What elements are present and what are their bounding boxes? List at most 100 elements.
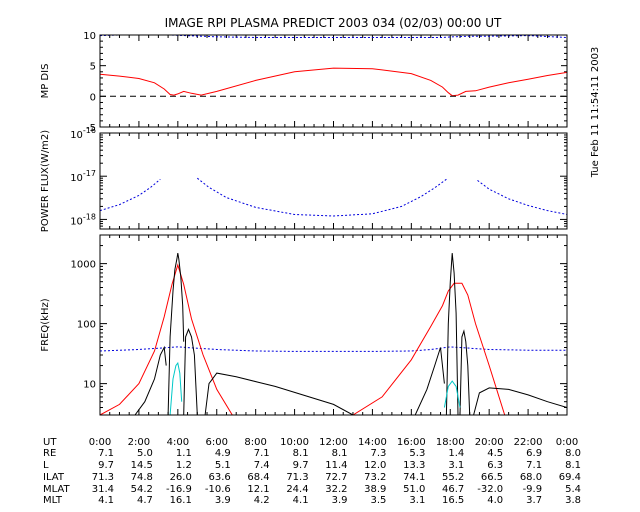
series-line <box>443 380 461 408</box>
table-cell: 7.1 <box>526 460 542 471</box>
table-cell: 66.5 <box>481 472 503 483</box>
y-tick-label: 5 <box>90 62 96 73</box>
table-cell: 68.0 <box>520 472 542 483</box>
table-cell: 20:00 <box>475 437 504 448</box>
table-cell: 4.9 <box>215 448 231 459</box>
table-cell: 74.8 <box>131 472 153 483</box>
table-cell: -16.9 <box>166 484 192 495</box>
table-cell: 63.6 <box>208 472 230 483</box>
table-cell: 32.2 <box>325 484 347 495</box>
table-cell: 55.2 <box>442 472 464 483</box>
table-cell: 51.0 <box>403 484 425 495</box>
table-cell: 9.7 <box>293 460 309 471</box>
table-cell: 0:00 <box>556 437 578 448</box>
table-cell: 4.1 <box>293 495 309 506</box>
table-cell: 4:00 <box>167 437 189 448</box>
table-cell: 5.3 <box>409 448 425 459</box>
table-cell: 0:00 <box>89 437 111 448</box>
series-line <box>100 67 567 97</box>
series-line <box>134 345 167 415</box>
panel-frame <box>99 132 568 230</box>
y-tick-label: -5 <box>86 123 96 134</box>
table-cell: 3.9 <box>332 495 348 506</box>
series-line <box>196 177 447 217</box>
table-cell: 16.5 <box>442 495 464 506</box>
table-cell: 31.4 <box>92 484 114 495</box>
y-tick-label: 10-16 <box>70 126 96 141</box>
table-cell: 4.5 <box>487 448 503 459</box>
table-row-label: RE <box>43 448 56 459</box>
table-cell: 11.4 <box>325 460 347 471</box>
table-cell: 18:00 <box>436 437 465 448</box>
table-cell: 14:00 <box>358 437 387 448</box>
table-cell: 8.1 <box>332 448 348 459</box>
table-cell: 6.9 <box>526 448 542 459</box>
table-cell: 7.1 <box>98 448 114 459</box>
table-cell: 6:00 <box>206 437 228 448</box>
table-cell: 8.0 <box>565 448 581 459</box>
series-line <box>100 263 233 415</box>
table-cell: 4.1 <box>98 495 114 506</box>
table-cell: 46.7 <box>442 484 464 495</box>
table-cell: 4.7 <box>137 495 153 506</box>
table-cell: 71.3 <box>286 472 308 483</box>
table-row-label: MLT <box>43 495 63 506</box>
chart-title: IMAGE RPI PLASMA PREDICT 2003 034 (02/03… <box>165 16 502 30</box>
timestamp: Tue Feb 11 11:54:11 2003 <box>590 47 601 179</box>
table-cell: -10.6 <box>205 484 231 495</box>
series-line <box>204 372 354 415</box>
series-line <box>167 253 185 415</box>
table-cell: 3.1 <box>448 460 464 471</box>
series-line <box>100 178 161 212</box>
y-axis-label: POWER FLUX(W/m2) <box>40 130 51 232</box>
table-cell: 1.4 <box>448 448 464 459</box>
table-cell: 8:00 <box>244 437 266 448</box>
table-cell: 7.3 <box>371 448 387 459</box>
y-tick-label: 10-17 <box>70 169 96 184</box>
y-axis-label: MP DIS <box>40 64 51 99</box>
series-line <box>100 346 567 352</box>
table-cell: 8.1 <box>293 448 309 459</box>
table-cell: 3.7 <box>526 495 542 506</box>
table-cell: 13.3 <box>403 460 425 471</box>
series-line <box>183 328 198 415</box>
table-cell: 6.3 <box>487 460 503 471</box>
panel-frame <box>99 234 568 416</box>
freq-panel: 1000 100 10 FREQ(kHz) <box>40 234 568 416</box>
table-cell: 16:00 <box>397 437 426 448</box>
series-line <box>414 347 445 415</box>
table-cell: 3.1 <box>409 495 425 506</box>
series-line <box>352 282 506 415</box>
table-cell: 12.1 <box>247 484 269 495</box>
table-cell: 2:00 <box>128 437 150 448</box>
table-cell: 1.1 <box>176 448 192 459</box>
table-cell: 3.9 <box>215 495 231 506</box>
table-cell: 7.4 <box>254 460 270 471</box>
table-cell: 71.3 <box>92 472 114 483</box>
series-line <box>473 387 567 415</box>
table-cell: 24.4 <box>286 484 308 495</box>
table-cell: 4.2 <box>254 495 270 506</box>
table-cell: 5.1 <box>215 460 231 471</box>
table-cell: 7.1 <box>254 448 270 459</box>
series-line <box>459 329 471 415</box>
table-row-label: UT <box>43 437 57 448</box>
series-line <box>445 253 459 415</box>
table-row-label: L <box>43 460 49 471</box>
power-flux-panel: 10-16 10-17 10-18 POWER FLUX(W/m2) <box>40 126 568 232</box>
table-cell: 26.0 <box>170 472 192 483</box>
table-cell: 9.7 <box>98 460 114 471</box>
table-cell: 54.2 <box>131 484 153 495</box>
panels: -5 0 5 10 MP DIS 10-16 10-17 10-18 POWER FLUX(W/… <box>40 31 568 416</box>
table-cell: 3.8 <box>565 495 581 506</box>
table-cell: 68.4 <box>247 472 269 483</box>
table-cell: -32.0 <box>477 484 503 495</box>
orbit-table: UT 0:00 2:00 4:00 6:00 8:00 10:00 12:00 14:00 16:… <box>43 437 581 506</box>
table-cell: 1.2 <box>176 460 192 471</box>
y-tick-label: 10 <box>83 31 96 42</box>
table-cell: 4.0 <box>487 495 503 506</box>
table-cell: 22:00 <box>514 437 543 448</box>
table-cell: 69.4 <box>559 472 581 483</box>
table-cell: 3.5 <box>371 495 387 506</box>
